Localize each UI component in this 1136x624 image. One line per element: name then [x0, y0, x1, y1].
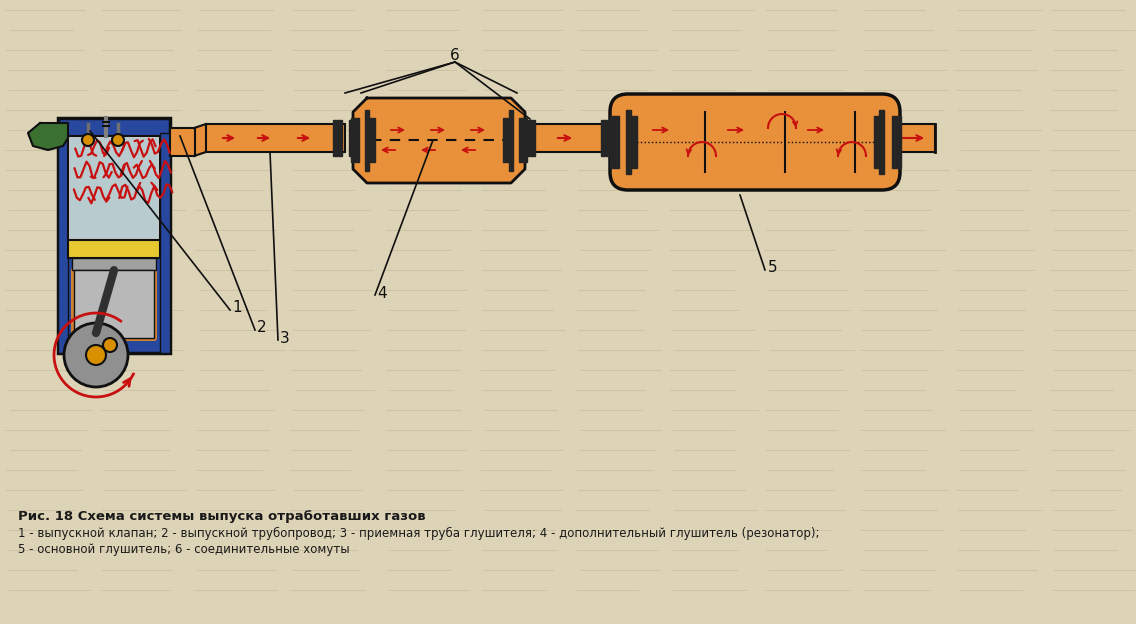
Bar	[206, 124, 345, 152]
Bar	[509, 110, 513, 171]
Bar	[365, 110, 369, 171]
Bar	[601, 120, 610, 156]
Bar	[626, 110, 630, 174]
Bar	[526, 120, 535, 156]
Text: 5: 5	[768, 260, 778, 275]
Circle shape	[82, 134, 94, 146]
Polygon shape	[28, 123, 68, 150]
Polygon shape	[353, 98, 525, 183]
Bar	[68, 240, 160, 258]
Circle shape	[103, 338, 117, 352]
Bar	[892, 116, 901, 168]
Text: 5 - основной глушитель; 6 - соединительные хомуты: 5 - основной глушитель; 6 - соединительн…	[18, 543, 350, 556]
Bar	[170, 128, 195, 156]
FancyBboxPatch shape	[610, 94, 900, 190]
Text: 3: 3	[279, 331, 290, 346]
Bar	[349, 120, 358, 156]
Bar	[351, 118, 359, 162]
Bar	[58, 133, 68, 353]
Bar	[367, 118, 375, 162]
Bar	[70, 138, 158, 238]
Bar	[610, 116, 619, 168]
Circle shape	[86, 345, 106, 365]
Bar	[900, 124, 935, 152]
Bar	[72, 258, 156, 270]
Bar	[874, 116, 883, 168]
Bar	[58, 118, 170, 353]
Polygon shape	[194, 124, 206, 156]
Circle shape	[112, 134, 124, 146]
Text: 4: 4	[377, 286, 386, 301]
Bar	[519, 118, 527, 162]
Text: 1 - выпускной клапан; 2 - выпускной трубопровод; 3 - приемная труба глушителя; 4: 1 - выпускной клапан; 2 - выпускной труб…	[18, 527, 819, 540]
Text: 2: 2	[257, 320, 267, 335]
Bar	[74, 270, 154, 338]
Text: 6: 6	[450, 47, 460, 62]
FancyBboxPatch shape	[70, 267, 157, 341]
Circle shape	[64, 323, 128, 387]
Bar	[879, 110, 884, 174]
Text: Рис. 18 Схема системы выпуска отработавших газов: Рис. 18 Схема системы выпуска отработавш…	[18, 510, 426, 523]
Bar	[333, 120, 342, 156]
Bar	[525, 124, 610, 152]
Text: 1: 1	[232, 300, 242, 315]
Bar	[68, 136, 160, 240]
Bar	[628, 116, 637, 168]
Bar	[503, 118, 511, 162]
Bar	[160, 133, 170, 353]
